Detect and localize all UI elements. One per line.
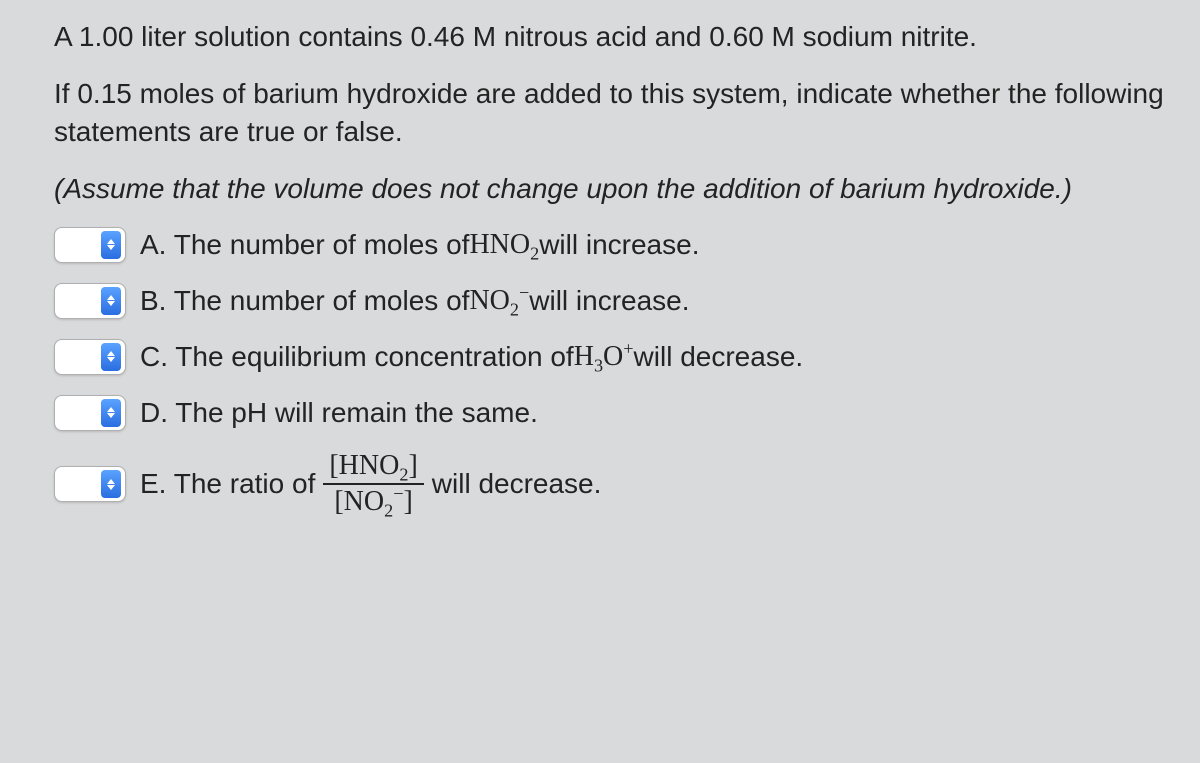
fraction-denominator: [NO2−] [328, 485, 418, 518]
stepper-icon [101, 231, 121, 259]
answer-select-c[interactable] [54, 339, 126, 375]
option-a-pre: A. The number of moles of [140, 229, 469, 261]
stepper-icon [101, 470, 121, 498]
option-row-c: C. The equilibrium concentration of H3O+… [54, 339, 1164, 375]
option-e-post: will decrease. [432, 468, 602, 500]
option-text-b: B. The number of moles of NO2− will incr… [140, 285, 690, 317]
option-c-post: will decrease. [634, 341, 804, 373]
stepper-icon [101, 287, 121, 315]
option-row-d: D. The pH will remain the same. [54, 395, 1164, 431]
option-e-pre: E. The ratio of [140, 468, 315, 500]
option-d-pre: D. The pH will remain the same. [140, 397, 538, 429]
option-text-c: C. The equilibrium concentration of H3O+… [140, 341, 803, 373]
option-b-pre: B. The number of moles of [140, 285, 469, 317]
question-paragraph-3: (Assume that the volume does not change … [54, 170, 1164, 209]
answer-select-b[interactable] [54, 283, 126, 319]
option-text-a: A. The number of moles of HNO2 will incr… [140, 229, 699, 261]
fraction-numerator: [HNO2] [323, 451, 423, 486]
option-a-formula: HNO2 [469, 229, 539, 261]
stepper-icon [101, 399, 121, 427]
option-text-d: D. The pH will remain the same. [140, 397, 538, 429]
stepper-icon [101, 343, 121, 371]
option-c-formula: H3O+ [574, 341, 634, 373]
option-row-b: B. The number of moles of NO2− will incr… [54, 283, 1164, 319]
option-c-pre: C. The equilibrium concentration of [140, 341, 574, 373]
option-a-post: will increase. [539, 229, 699, 261]
answer-select-d[interactable] [54, 395, 126, 431]
option-b-formula: NO2− [469, 285, 529, 317]
option-e-fraction: [HNO2] [NO2−] [323, 451, 423, 519]
options-list: A. The number of moles of HNO2 will incr… [54, 227, 1164, 519]
question-paragraph-2: If 0.15 moles of barium hydroxide are ad… [54, 75, 1164, 152]
option-row-a: A. The number of moles of HNO2 will incr… [54, 227, 1164, 263]
question-paragraph-1: A 1.00 liter solution contains 0.46 M ni… [54, 18, 1164, 57]
answer-select-e[interactable] [54, 466, 126, 502]
option-row-e: E. The ratio of [HNO2] [NO2−] will decre… [54, 451, 1164, 519]
option-b-post: will increase. [529, 285, 689, 317]
answer-select-a[interactable] [54, 227, 126, 263]
option-text-e: E. The ratio of [HNO2] [NO2−] will decre… [140, 451, 601, 519]
